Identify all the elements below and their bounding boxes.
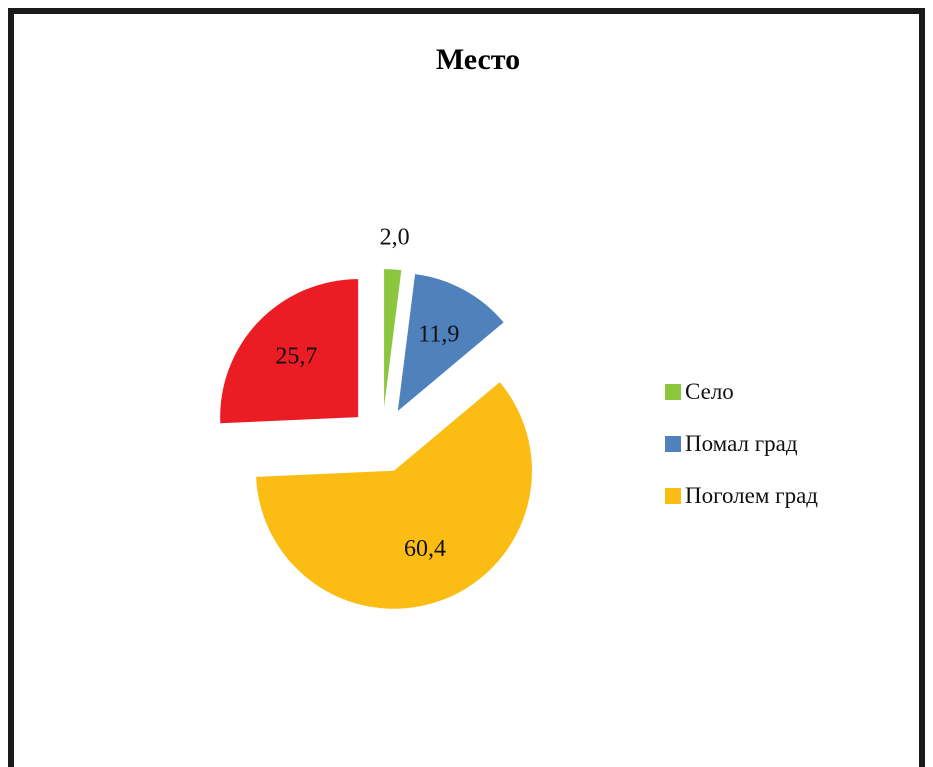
data-label: 2,0: [380, 225, 410, 251]
frame: [8, 8, 925, 767]
legend-swatch: [665, 488, 681, 505]
legend-item: Поголем град: [665, 480, 825, 512]
legend-label: Помал град: [685, 431, 798, 457]
legend-label: Село: [685, 379, 734, 404]
legend-label: Поголем град: [685, 483, 819, 509]
legend-swatch: [665, 384, 681, 400]
chart-title: Место: [436, 43, 520, 76]
data-label: 11,9: [418, 321, 459, 347]
legend-swatch: [665, 436, 681, 453]
legend: Село Помал град Поголем град: [665, 376, 825, 533]
data-label: 60,4: [404, 536, 446, 562]
pie-slice: [384, 269, 402, 408]
data-label: 25,7: [275, 344, 317, 370]
pie-slice: [397, 274, 504, 412]
pie-slice: [220, 279, 359, 424]
pie-slice: [256, 382, 532, 609]
legend-item: Помал град: [665, 428, 825, 460]
legend-item: Село: [665, 376, 825, 408]
